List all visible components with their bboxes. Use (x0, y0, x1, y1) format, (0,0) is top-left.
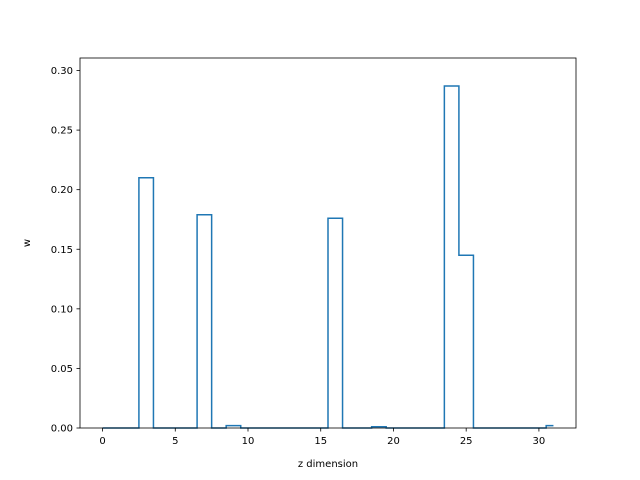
x-tick-label: 10 (242, 436, 255, 447)
x-tick-label: 5 (172, 436, 178, 447)
x-tick-label: 20 (387, 436, 400, 447)
y-tick-label: 0.10 (51, 304, 73, 315)
y-tick-label: 0.20 (51, 185, 73, 196)
y-tick-label: 0.30 (51, 66, 73, 77)
y-tick-label: 0.25 (51, 126, 73, 137)
axes-layer: 0 5 10 15 20 25 30 0.00 0.05 0.10 0.15 0.20 0.25 0.30 (51, 57, 577, 447)
y-tick-label: 0.00 (51, 424, 73, 435)
axes-frame (79, 57, 577, 429)
x-axis-label: z dimension (298, 459, 358, 470)
y-axis-label: w (22, 239, 33, 247)
x-tick-label: 25 (460, 436, 473, 447)
x-tick-label: 0 (99, 436, 105, 447)
x-tick-label: 15 (314, 436, 327, 447)
x-tick-label: 30 (533, 436, 546, 447)
y-tick-label: 0.15 (51, 245, 73, 256)
y-tick-label: 0.05 (51, 364, 73, 375)
